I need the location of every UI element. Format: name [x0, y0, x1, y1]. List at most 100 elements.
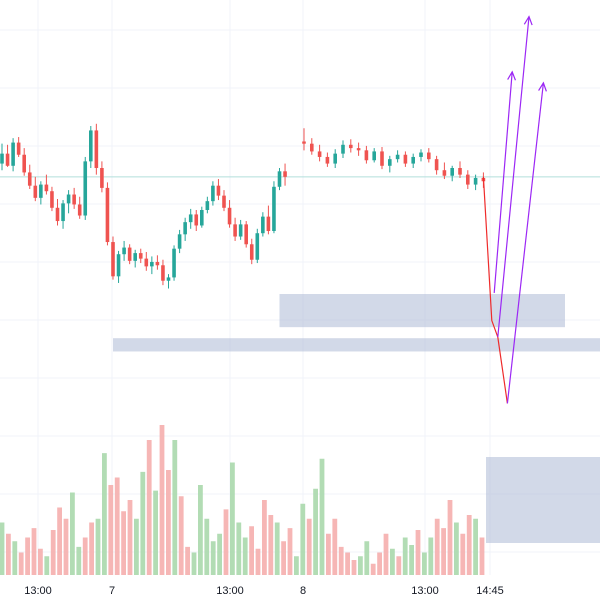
volume-bar — [319, 458, 325, 575]
volume-bar — [31, 528, 37, 575]
candle — [317, 144, 322, 162]
volume-bar — [89, 522, 94, 575]
volume-bar — [95, 518, 101, 575]
candle-body — [341, 144, 345, 154]
volume-bar — [447, 500, 453, 575]
volume-bar — [146, 440, 152, 575]
candle — [16, 137, 21, 157]
candle-body — [94, 130, 99, 168]
candle-body — [5, 153, 10, 166]
volume-bar — [38, 548, 43, 575]
candle — [27, 164, 32, 189]
candle — [183, 217, 187, 241]
candle — [283, 163, 287, 186]
volume-layer — [0, 425, 485, 575]
volume-bar — [338, 546, 344, 575]
x-tick-label: 8 — [300, 585, 306, 597]
volume-bar — [249, 526, 254, 575]
volume-bar — [82, 537, 88, 575]
candle — [50, 186, 54, 212]
candle — [403, 151, 408, 167]
candle-body — [105, 187, 110, 243]
candle — [166, 274, 171, 289]
volume-bar — [332, 518, 338, 575]
candle-body — [50, 191, 54, 208]
candle — [261, 212, 265, 237]
candle-body — [150, 261, 154, 267]
volume-bar — [57, 507, 62, 575]
candle — [105, 182, 110, 246]
x-tick-label: 13:00 — [24, 585, 52, 597]
volume-bar — [268, 515, 274, 575]
candle — [11, 138, 15, 172]
candle-body — [133, 253, 137, 261]
candle — [138, 248, 143, 264]
volume-bar — [44, 556, 50, 575]
candle-body — [122, 247, 126, 255]
volume-bar — [102, 453, 107, 575]
candle — [333, 149, 337, 168]
candle — [310, 138, 314, 155]
volume-bar — [127, 500, 133, 575]
candle — [450, 165, 454, 182]
candle-body — [166, 277, 171, 281]
candle-body — [155, 261, 160, 266]
candle-body — [55, 207, 60, 222]
candle — [244, 221, 248, 248]
candle — [5, 144, 10, 167]
candle-body — [77, 204, 82, 216]
candle — [144, 252, 149, 271]
candle-body — [272, 186, 276, 231]
volume-bar — [114, 477, 120, 575]
candle — [66, 190, 71, 214]
candle — [200, 206, 204, 228]
volume-bar — [287, 528, 293, 575]
candle-body — [356, 148, 361, 151]
candle-body — [200, 210, 204, 226]
candle-body — [427, 152, 431, 160]
candle — [61, 200, 65, 229]
candle — [255, 228, 260, 264]
candle-body — [388, 159, 392, 166]
candle — [211, 181, 215, 206]
candle-body — [419, 152, 423, 157]
candle-body — [349, 144, 353, 149]
volume-bar — [0, 522, 5, 575]
volume-bar — [402, 537, 408, 575]
volume-bar — [223, 509, 229, 575]
volume-bar — [274, 522, 280, 575]
candle-body — [83, 161, 88, 216]
candle-body — [277, 171, 282, 187]
x-tick-label: 14:45 — [476, 585, 504, 597]
projection-path — [482, 176, 508, 404]
volume-bar — [217, 533, 222, 575]
volume-bar — [204, 518, 210, 575]
candle-body — [27, 172, 32, 186]
candle-body — [111, 242, 115, 277]
candle — [161, 259, 165, 286]
candle — [100, 161, 104, 193]
candle-body — [372, 151, 376, 161]
candle-body — [183, 222, 187, 235]
volume-bar — [409, 545, 414, 575]
volume-bar — [166, 470, 171, 575]
volume-bar — [210, 541, 216, 575]
candle-body — [72, 194, 76, 205]
candle-body — [466, 174, 470, 185]
candle-body — [39, 184, 43, 198]
candle-body — [458, 168, 462, 175]
candle-body — [211, 185, 215, 202]
candle-body — [364, 150, 369, 161]
arrow-shaft — [506, 82, 544, 404]
support-zone — [279, 294, 565, 328]
candle — [427, 148, 431, 163]
candle-body — [233, 224, 237, 237]
volume-bar — [370, 563, 376, 575]
candle-body — [380, 151, 384, 166]
candle-body — [403, 154, 408, 164]
candle-body — [66, 194, 71, 204]
volume-bar — [153, 490, 158, 575]
candle-body — [244, 224, 248, 245]
